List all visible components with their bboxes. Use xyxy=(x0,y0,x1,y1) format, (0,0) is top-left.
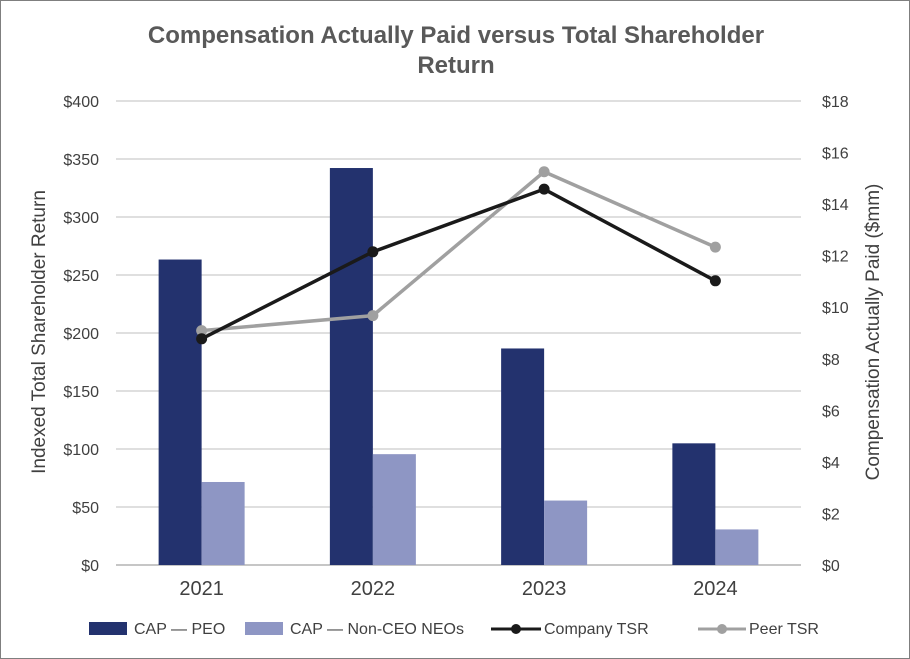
bar-cap-neos xyxy=(201,481,245,565)
point-company-tsr xyxy=(538,183,550,195)
legend-marker-company-tsr xyxy=(511,624,521,634)
left-tick-label: $100 xyxy=(63,442,99,459)
left-axis-ticks: $0 $50 $100 $150 $200 $250 $300 $350 $400 xyxy=(63,94,99,575)
chart-title-line1: Compensation Actually Paid versus Total … xyxy=(148,22,764,49)
point-peer-tsr xyxy=(709,241,721,253)
point-company-tsr xyxy=(709,275,721,287)
legend-swatch-cap-neos xyxy=(245,622,283,635)
line-peer-tsr xyxy=(201,170,717,333)
left-axis-label: Indexed Total Shareholder Return xyxy=(29,190,50,474)
bar-cap-neos xyxy=(715,529,759,565)
right-tick-label: $2 xyxy=(822,506,840,523)
point-peer-tsr xyxy=(367,310,379,322)
bar-cap-peo xyxy=(672,443,716,565)
right-tick-label: $0 xyxy=(822,558,840,575)
right-tick-label: $16 xyxy=(822,146,849,163)
bar-series xyxy=(158,168,759,565)
left-tick-label: $50 xyxy=(72,500,99,517)
right-tick-label: $12 xyxy=(822,249,849,266)
legend-label-company-tsr: Company TSR xyxy=(544,621,649,638)
bar-cap-neos xyxy=(544,500,588,565)
right-tick-label: $10 xyxy=(822,300,849,317)
left-tick-label: $400 xyxy=(63,94,99,111)
right-tick-label: $4 xyxy=(822,455,840,472)
legend-marker-peer-tsr xyxy=(717,624,727,634)
left-tick-label: $0 xyxy=(81,558,99,575)
bar-cap-peo xyxy=(329,168,373,565)
legend-label-cap-peo: CAP — PEO xyxy=(134,621,225,638)
line-company-tsr xyxy=(200,187,717,341)
category-label: 2022 xyxy=(351,578,396,600)
point-peer-tsr xyxy=(196,325,208,337)
legend-label-cap-neos: CAP — Non-CEO NEOs xyxy=(290,621,464,638)
right-tick-label: $6 xyxy=(822,403,840,420)
right-tick-label: $14 xyxy=(822,197,849,214)
right-axis-ticks: $0 $2 $4 $6 $8 $10 $12 $14 $16 $18 xyxy=(822,94,849,575)
point-company-tsr xyxy=(367,246,379,258)
bar-cap-peo xyxy=(501,348,545,565)
category-labels: 2021 2022 2023 2024 xyxy=(179,578,737,600)
legend: CAP — PEO CAP — Non-CEO NEOs Company TSR… xyxy=(89,621,819,638)
chart-title-line2: Return xyxy=(417,52,494,79)
left-tick-label: $200 xyxy=(63,326,99,343)
category-label: 2023 xyxy=(522,578,567,600)
left-tick-label: $300 xyxy=(63,210,99,227)
right-axis-label: Compensation Actually Paid ($mm) xyxy=(863,184,884,481)
bar-cap-neos xyxy=(372,454,416,565)
line-series xyxy=(196,166,721,345)
right-tick-label: $8 xyxy=(822,352,840,369)
legend-label-peer-tsr: Peer TSR xyxy=(749,621,819,638)
point-peer-tsr xyxy=(538,166,550,178)
right-tick-label: $18 xyxy=(822,94,849,111)
left-tick-label: $150 xyxy=(63,384,99,401)
bar-cap-peo xyxy=(158,259,202,565)
category-label: 2024 xyxy=(693,578,738,600)
left-tick-label: $350 xyxy=(63,152,99,169)
legend-swatch-cap-peo xyxy=(89,622,127,635)
point-company-tsr xyxy=(196,333,208,345)
left-tick-label: $250 xyxy=(63,268,99,285)
category-label: 2021 xyxy=(179,578,224,600)
